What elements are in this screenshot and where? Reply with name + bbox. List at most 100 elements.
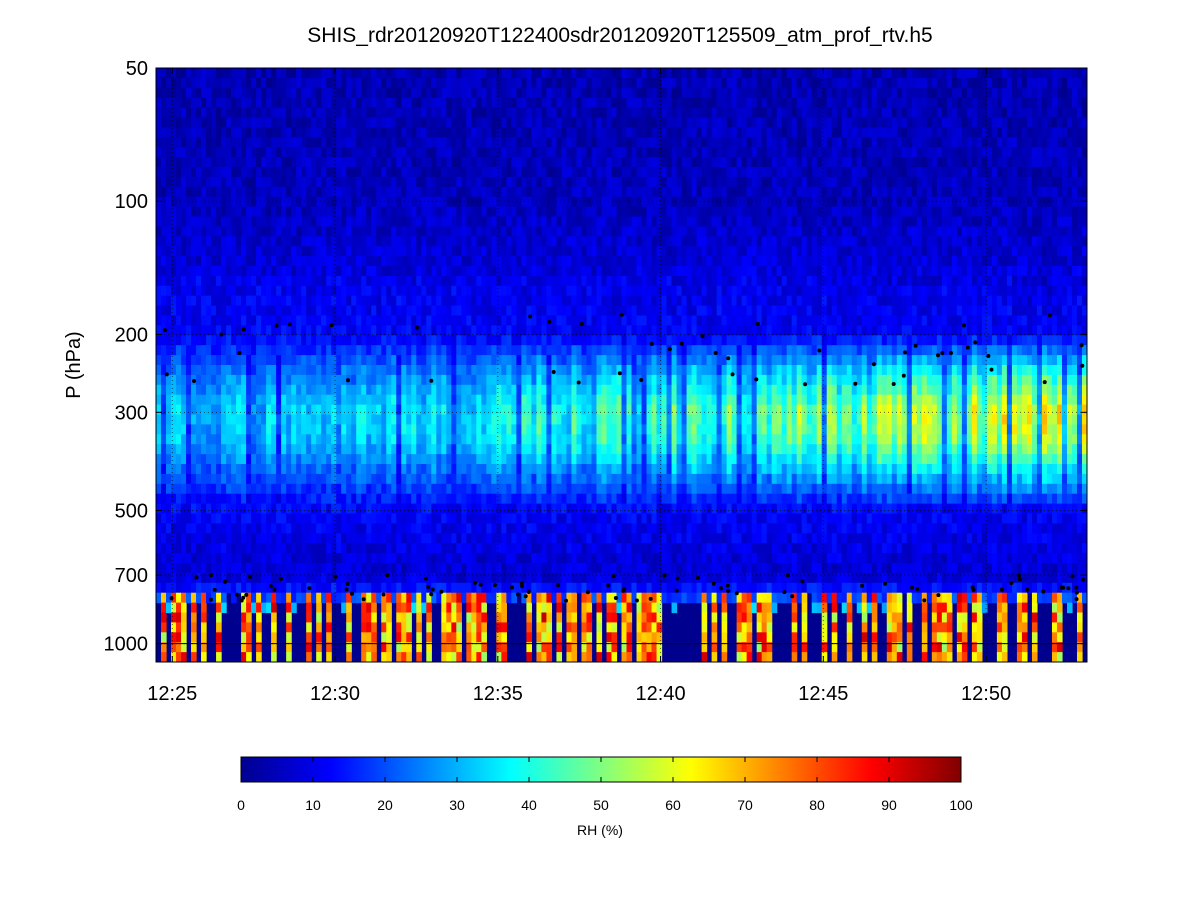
heatmap-cell (541, 424, 548, 435)
heatmap-cell (566, 137, 573, 148)
heatmap-cell (156, 68, 162, 79)
heatmap-cell (256, 384, 262, 396)
heatmap-cell (286, 523, 292, 534)
heatmap-cell (361, 493, 367, 505)
heatmap-cell (471, 117, 477, 128)
heatmap-cell (376, 355, 382, 366)
heatmap-cell (286, 236, 292, 247)
heatmap-cell (356, 216, 362, 227)
heatmap-cell (341, 176, 347, 188)
heatmap-cell (391, 572, 397, 584)
heatmap-cell (316, 196, 322, 208)
heatmap-cell (496, 444, 502, 455)
heatmap-cell (546, 157, 553, 168)
heatmap-cell (216, 206, 222, 218)
heatmap-cell (211, 256, 217, 267)
heatmap-cell (431, 483, 437, 495)
heatmap-cell (281, 266, 287, 277)
heatmap-cell (541, 216, 548, 227)
heatmap-cell (276, 493, 282, 505)
heatmap-cell (336, 523, 342, 534)
heatmap-cell (171, 345, 177, 356)
heatmap-cell (331, 434, 337, 445)
heatmap-cell (501, 305, 507, 317)
heatmap-cell (316, 533, 322, 544)
heatmap-cell (266, 523, 272, 534)
heatmap-cell (331, 365, 337, 376)
heatmap-cell (346, 335, 352, 346)
heatmap-cell (221, 216, 227, 227)
heatmap-cell (496, 97, 502, 109)
heatmap-cell (516, 206, 522, 218)
heatmap-cell (551, 444, 558, 455)
heatmap-cell (236, 493, 242, 505)
heatmap-cell (316, 592, 322, 604)
heatmap-cell (376, 196, 382, 208)
heatmap-cell (521, 523, 527, 534)
heatmap-cell (181, 127, 187, 138)
heatmap-cell (366, 335, 372, 346)
heatmap-cell (576, 384, 583, 396)
heatmap-cell (476, 295, 482, 307)
heatmap-cell (426, 503, 432, 515)
heatmap-cell (241, 275, 247, 287)
heatmap-cell (581, 266, 588, 277)
heatmap-cell (561, 97, 568, 109)
heatmap-cell (326, 572, 332, 584)
heatmap-cell (281, 572, 287, 584)
heatmap-cell (371, 295, 377, 307)
heatmap-cell (406, 374, 412, 386)
heatmap-cell (356, 246, 362, 257)
heatmap-cell (566, 256, 573, 267)
heatmap-cell (561, 77, 568, 89)
heatmap-cell (471, 345, 477, 356)
heatmap-cell (416, 147, 422, 158)
heatmap-cell (291, 216, 297, 227)
heatmap-cell (511, 295, 517, 307)
heatmap-cell (411, 384, 417, 396)
heatmap-cell (296, 394, 302, 406)
heatmap-cell (366, 246, 372, 257)
heatmap-cell (271, 563, 277, 574)
heatmap-cell (231, 464, 237, 475)
heatmap-cell (261, 196, 267, 208)
heatmap-cell (201, 523, 207, 534)
heatmap-cell (551, 226, 558, 237)
heatmap-cell (576, 77, 583, 89)
heatmap-cell (466, 137, 472, 148)
heatmap-cell (521, 355, 527, 366)
heatmap-cell (411, 553, 417, 564)
heatmap-cell (381, 434, 387, 445)
heatmap-cell (541, 167, 548, 178)
heatmap-cell (431, 246, 437, 257)
heatmap-cell (341, 226, 347, 237)
heatmap-cell (461, 553, 467, 564)
heatmap-cell (401, 167, 407, 178)
heatmap-cell (541, 464, 548, 475)
heatmap-cell (171, 444, 177, 455)
heatmap-cell (371, 543, 377, 554)
heatmap-cell (311, 473, 317, 485)
heatmap-cell (416, 572, 422, 584)
heatmap-cell (366, 503, 372, 515)
heatmap-cell (556, 493, 563, 505)
heatmap-cell (416, 523, 422, 534)
heatmap-cell (281, 295, 287, 307)
heatmap-cell (181, 226, 187, 237)
heatmap-cell (241, 464, 247, 475)
heatmap-cell (296, 582, 302, 594)
heatmap-cell (321, 325, 327, 336)
heatmap-cell (296, 107, 302, 119)
heatmap-cell (206, 266, 212, 277)
heatmap-cell (336, 206, 342, 218)
heatmap-cell (511, 523, 517, 534)
heatmap-cell (496, 454, 502, 465)
heatmap-cell (466, 493, 472, 505)
heatmap-cell (436, 147, 442, 158)
heatmap-cell (186, 325, 192, 336)
heatmap-cell (276, 256, 282, 267)
heatmap-cell (241, 424, 247, 435)
heatmap-cell (316, 374, 322, 386)
heatmap-cell (471, 632, 477, 643)
heatmap-cell (246, 117, 252, 128)
